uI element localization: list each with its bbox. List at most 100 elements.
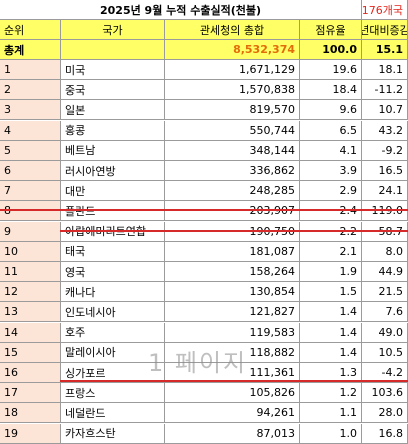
change-cell: 24.1 bbox=[362, 181, 408, 202]
table-row: 1 미국 1,671,129 19.6 18.1 bbox=[0, 60, 408, 80]
amount-cell: 1,671,129 bbox=[165, 60, 300, 80]
rank-cell: 16 bbox=[0, 363, 61, 383]
rank-cell: 11 bbox=[0, 262, 61, 282]
rank-cell: 13 bbox=[0, 302, 61, 323]
country-cell: 태국 bbox=[61, 241, 165, 262]
country-cell: 캐나다 bbox=[61, 282, 165, 303]
header-row: 순위 국가 관세청의 총합 점유율 전년대비증감율 bbox=[0, 20, 408, 40]
table-row: 7 대만 248,285 2.9 24.1 bbox=[0, 181, 408, 202]
total-change: 15.1 bbox=[362, 40, 408, 60]
total-country bbox=[61, 40, 165, 60]
share-cell: 1.4 bbox=[300, 342, 362, 363]
table-row: 17 프랑스 105,826 1.2 103.6 bbox=[0, 383, 408, 404]
share-cell: 2.9 bbox=[300, 181, 362, 202]
share-cell: 9.6 bbox=[300, 100, 362, 121]
share-cell: 18.4 bbox=[300, 80, 362, 101]
amount-cell: 550,744 bbox=[165, 120, 300, 141]
country-cell: 홍콩 bbox=[61, 120, 165, 141]
share-cell: 1.9 bbox=[300, 262, 362, 282]
page-watermark: 1 페이지 bbox=[148, 349, 248, 377]
rank-cell: 1 bbox=[0, 60, 61, 80]
rank-cell: 15 bbox=[0, 342, 61, 363]
country-cell: 싱가포르 bbox=[61, 363, 165, 383]
country-count: 176개국 bbox=[362, 0, 408, 20]
title-row: 2025년 9월 누적 수출실적(천불) 176개국 bbox=[0, 0, 408, 20]
header-rank: 순위 bbox=[0, 20, 61, 40]
table-row: 15 말레이시아 118,882 1.4 10.5 bbox=[0, 342, 408, 363]
change-cell: -9.2 bbox=[362, 140, 408, 161]
share-cell: 3.9 bbox=[300, 161, 362, 181]
amount-cell: 248,285 bbox=[165, 181, 300, 202]
total-share: 100.0 bbox=[300, 40, 362, 60]
country-cell: 영국 bbox=[61, 262, 165, 282]
rank-cell: 3 bbox=[0, 100, 61, 121]
amount-cell: 119,583 bbox=[165, 322, 300, 343]
amount-cell: 111,361 bbox=[165, 363, 300, 383]
share-cell: 1.4 bbox=[300, 302, 362, 323]
rank-cell: 12 bbox=[0, 282, 61, 303]
rank-cell: 6 bbox=[0, 161, 61, 181]
country-cell: 대만 bbox=[61, 181, 165, 202]
amount-cell: 158,264 bbox=[165, 262, 300, 282]
amount-cell: 203,907 bbox=[165, 201, 300, 222]
share-cell: 1.5 bbox=[300, 282, 362, 303]
rank-cell: 9 bbox=[0, 221, 61, 242]
highlight-line-top bbox=[0, 209, 408, 211]
header-amount: 관세청의 총합 bbox=[165, 20, 300, 40]
share-cell: 4.1 bbox=[300, 140, 362, 161]
share-cell: 1.3 bbox=[300, 363, 362, 383]
rank-cell: 8 bbox=[0, 201, 61, 222]
change-cell: 10.7 bbox=[362, 100, 408, 121]
country-cell: 말레이시아 bbox=[61, 342, 165, 363]
country-cell: 베트남 bbox=[61, 140, 165, 161]
table-row: 2 중국 1,570,838 18.4 -11.2 bbox=[0, 80, 408, 101]
highlight-line-france bbox=[60, 380, 408, 382]
table-row: 14 호주 119,583 1.4 49.0 bbox=[0, 322, 408, 343]
total-row: 총계 8,532,374 100.0 15.1 bbox=[0, 40, 408, 60]
country-cell: 러시아연방 bbox=[61, 161, 165, 181]
rank-cell: 14 bbox=[0, 322, 61, 343]
rank-cell: 4 bbox=[0, 120, 61, 141]
table-row: 5 베트남 348,144 4.1 -9.2 bbox=[0, 140, 408, 161]
amount-cell: 181,087 bbox=[165, 241, 300, 262]
country-cell: 미국 bbox=[61, 60, 165, 80]
change-cell: 28.0 bbox=[362, 403, 408, 424]
table-row: 4 홍콩 550,744 6.5 43.2 bbox=[0, 120, 408, 141]
highlight-line-bottom bbox=[60, 230, 408, 232]
amount-cell: 336,862 bbox=[165, 161, 300, 181]
amount-cell: 819,570 bbox=[165, 100, 300, 121]
country-cell: 인도네시아 bbox=[61, 302, 165, 323]
change-cell: 119.0 bbox=[362, 201, 408, 222]
share-cell: 1.4 bbox=[300, 322, 362, 343]
total-label: 총계 bbox=[0, 40, 61, 60]
country-cell: 호주 bbox=[61, 322, 165, 343]
rank-cell: 19 bbox=[0, 423, 61, 444]
change-cell: 18.1 bbox=[362, 60, 408, 80]
amount-cell: 130,854 bbox=[165, 282, 300, 303]
rank-cell: 17 bbox=[0, 383, 61, 404]
change-cell: 44.9 bbox=[362, 262, 408, 282]
table-row: 11 영국 158,264 1.9 44.9 bbox=[0, 262, 408, 282]
table-row: 12 캐나다 130,854 1.5 21.5 bbox=[0, 282, 408, 303]
share-cell: 1.2 bbox=[300, 383, 362, 404]
country-cell: 일본 bbox=[61, 100, 165, 121]
share-cell: 19.6 bbox=[300, 60, 362, 80]
country-cell: 카자흐스탄 bbox=[61, 423, 165, 444]
change-cell: -11.2 bbox=[362, 80, 408, 101]
table-title: 2025년 9월 누적 수출실적(천불) bbox=[0, 0, 362, 20]
table-row: 18 네덜란드 94,261 1.1 28.0 bbox=[0, 403, 408, 424]
share-cell: 1.1 bbox=[300, 403, 362, 424]
amount-cell: 348,144 bbox=[165, 140, 300, 161]
amount-cell: 121,827 bbox=[165, 302, 300, 323]
table-row: 16 싱가포르 111,361 1.3 -4.2 bbox=[0, 363, 408, 383]
rank-cell: 5 bbox=[0, 140, 61, 161]
change-cell: 16.5 bbox=[362, 161, 408, 181]
total-amount: 8,532,374 bbox=[165, 40, 300, 60]
amount-cell: 87,013 bbox=[165, 423, 300, 444]
change-cell: 43.2 bbox=[362, 120, 408, 141]
rank-cell: 10 bbox=[0, 241, 61, 262]
header-change: 전년대비증감율 bbox=[362, 20, 408, 40]
change-cell: 49.0 bbox=[362, 322, 408, 343]
rank-cell: 7 bbox=[0, 181, 61, 202]
table-row: 6 러시아연방 336,862 3.9 16.5 bbox=[0, 161, 408, 181]
